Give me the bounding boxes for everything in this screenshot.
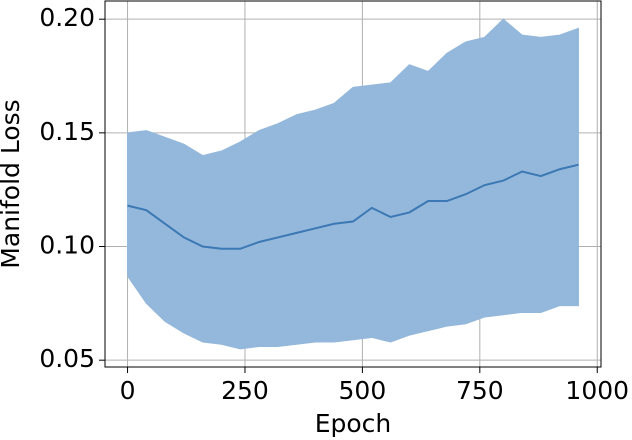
y-tick-label: 0.10	[39, 231, 95, 260]
mean-line	[127, 163, 579, 250]
x-tick-label: 1000	[565, 376, 629, 405]
y-tick-label: 0.05	[39, 344, 95, 373]
y-tick-label: 0.20	[39, 3, 95, 32]
y-axis-label: Manifold Loss	[0, 99, 25, 268]
x-tick-label: 750	[456, 376, 504, 405]
x-axis-label: Epoch	[315, 409, 392, 438]
band	[127, 18, 579, 350]
x-tick-label: 500	[339, 376, 387, 405]
plot-frame	[104, 0, 602, 368]
y-tick-label: 0.15	[39, 117, 95, 146]
x-tick-label: 0	[120, 376, 136, 405]
x-tick-label: 250	[221, 376, 269, 405]
